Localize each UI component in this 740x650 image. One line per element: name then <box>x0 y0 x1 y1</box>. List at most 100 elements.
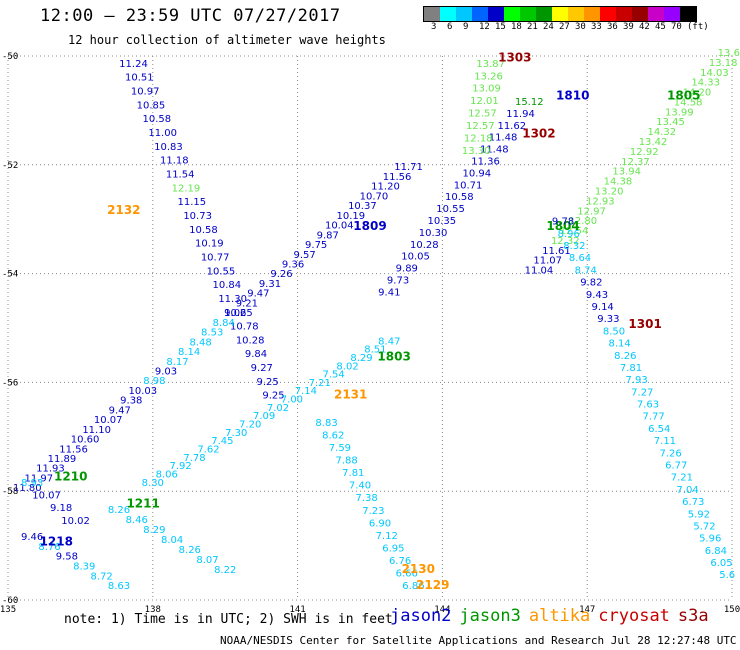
data-point-label: 11.00 <box>148 128 177 139</box>
data-point-label: 7.11 <box>654 436 676 447</box>
data-point-label: 11.10 <box>82 425 111 436</box>
track-time-label: 1211 <box>126 497 159 511</box>
legend-swatch <box>648 7 664 21</box>
data-point-label: 12.97 <box>577 206 606 217</box>
x-tick-label: 147 <box>579 605 595 615</box>
data-point-label: 8.29 <box>143 525 165 536</box>
data-point-label: 7.81 <box>620 363 642 374</box>
legend-tick-label: 39 <box>623 22 634 32</box>
legend-swatch <box>424 7 440 21</box>
legend-swatch <box>664 7 680 21</box>
data-point-label: 9.41 <box>378 287 400 298</box>
legend-swatch <box>616 7 632 21</box>
data-point-label: 12.80 <box>568 216 597 227</box>
data-point-label: 11.20 <box>371 182 400 193</box>
legend-swatch <box>536 7 552 21</box>
data-point-label: 9.27 <box>251 363 273 374</box>
data-point-label: 11.56 <box>383 172 412 183</box>
y-tick-label: -56 <box>2 378 18 388</box>
data-point-label: 10.65 <box>224 308 253 319</box>
data-point-label: 7.77 <box>642 412 664 423</box>
data-point-label: 11.94 <box>506 109 535 120</box>
data-point-label: 8.30 <box>142 478 164 489</box>
data-point-label: 9.47 <box>109 405 131 416</box>
data-point-label: 7.81 <box>342 468 364 479</box>
credit-line: NOAA/NESDIS Center for Satellite Applica… <box>220 634 740 647</box>
legend-tick-label: 21 <box>527 22 538 32</box>
data-point-label: 9.58 <box>56 552 78 563</box>
chart-subtitle: 12 hour collection of altimeter wave hei… <box>68 33 386 47</box>
y-tick-label: -58 <box>2 487 18 497</box>
data-point-label: 8.26 <box>179 545 201 556</box>
data-point-label: 10.70 <box>360 191 389 202</box>
data-point-label: 7.23 <box>362 506 384 517</box>
data-point-label: 7.12 <box>376 531 398 542</box>
x-tick-label: 135 <box>0 605 16 615</box>
legend-swatch <box>584 7 600 21</box>
data-point-label: 11.36 <box>471 156 500 167</box>
data-point-label: 13.18 <box>709 58 738 69</box>
data-point-label: 8.26 <box>614 351 636 362</box>
legend-tick-label: 18 <box>511 22 522 32</box>
data-point-label: 7.63 <box>637 400 659 411</box>
track-time-label: 2131 <box>334 388 367 402</box>
data-point-label: 10.30 <box>419 228 448 239</box>
data-point-label: 8.84 <box>213 318 235 329</box>
data-point-label: 14.03 <box>700 68 729 79</box>
data-point-label: 12.57 <box>468 109 497 120</box>
legend-tick-label: 15 <box>495 22 506 32</box>
legend-tick-label: 9 <box>463 22 469 32</box>
data-point-label: 10.51 <box>125 73 154 84</box>
legend-tick-label: 27 <box>559 22 570 32</box>
data-point-label: 10.19 <box>195 239 224 250</box>
data-point-label: 12.37 <box>621 157 650 168</box>
data-point-label: 5.6 <box>719 570 735 581</box>
data-point-label: 14.32 <box>647 127 676 138</box>
x-tick-label: 144 <box>434 605 450 615</box>
data-point-label: 13.87 <box>476 59 505 70</box>
legend-tick-label: 42 <box>639 22 650 32</box>
data-point-label: 6.77 <box>665 461 687 472</box>
data-point-label: 12.01 <box>470 96 499 107</box>
data-point-label: 12.92 <box>630 147 659 158</box>
data-point-label: 11.18 <box>160 156 189 167</box>
data-point-label: 11.48 <box>480 145 509 156</box>
data-point-label: 14.38 <box>604 177 633 188</box>
data-point-label: 10.37 <box>348 201 377 212</box>
data-point-label: 8.46 <box>126 515 148 526</box>
legend-tick-label: 45 <box>655 22 666 32</box>
data-point-label: 6.90 <box>369 518 391 529</box>
data-point-label: 9.36 <box>282 260 304 271</box>
data-point-label: 8.51 <box>364 345 386 356</box>
data-point-label: 13.42 <box>639 137 668 148</box>
data-point-label: 13.30 <box>462 146 491 157</box>
legend-swatch <box>504 7 520 21</box>
data-point-label: 8.62 <box>322 430 344 441</box>
data-point-label: 9.78 <box>552 217 574 228</box>
track-time-label: 2130 <box>402 562 435 576</box>
data-point-label: 11.80 <box>13 483 42 494</box>
data-point-label: 8.22 <box>214 565 236 576</box>
data-point-label: 8.72 <box>91 571 113 582</box>
track-time-label: 2132 <box>107 203 140 217</box>
data-point-label: 8.07 <box>196 555 218 566</box>
data-point-label: 11.93 <box>36 464 65 475</box>
data-point-label: 13.45 <box>656 117 685 128</box>
data-point-label: 8.93 <box>21 478 43 489</box>
data-point-label: 8.53 <box>201 328 223 339</box>
x-tick-label: 138 <box>145 605 161 615</box>
data-point-label: 8.26 <box>108 505 130 516</box>
data-point-label: 11.54 <box>166 169 195 180</box>
data-point-label: 14.20 <box>683 88 712 99</box>
data-point-label: 11.89 <box>48 454 77 465</box>
legend-tick-label: 30 <box>575 22 586 32</box>
data-point-label: 10.73 <box>183 211 212 222</box>
data-point-label: 12.54 <box>560 226 589 237</box>
data-point-label: 9.25 <box>257 377 279 388</box>
data-point-label: 6.66 <box>396 569 418 580</box>
legend-tick-label: 3 <box>431 22 437 32</box>
data-point-label: 8.76 <box>38 542 60 553</box>
legend-tick-label: 12 <box>479 22 490 32</box>
satellite-legend-jason2: jason2 <box>390 606 452 626</box>
data-point-label: 8.17 <box>166 357 188 368</box>
